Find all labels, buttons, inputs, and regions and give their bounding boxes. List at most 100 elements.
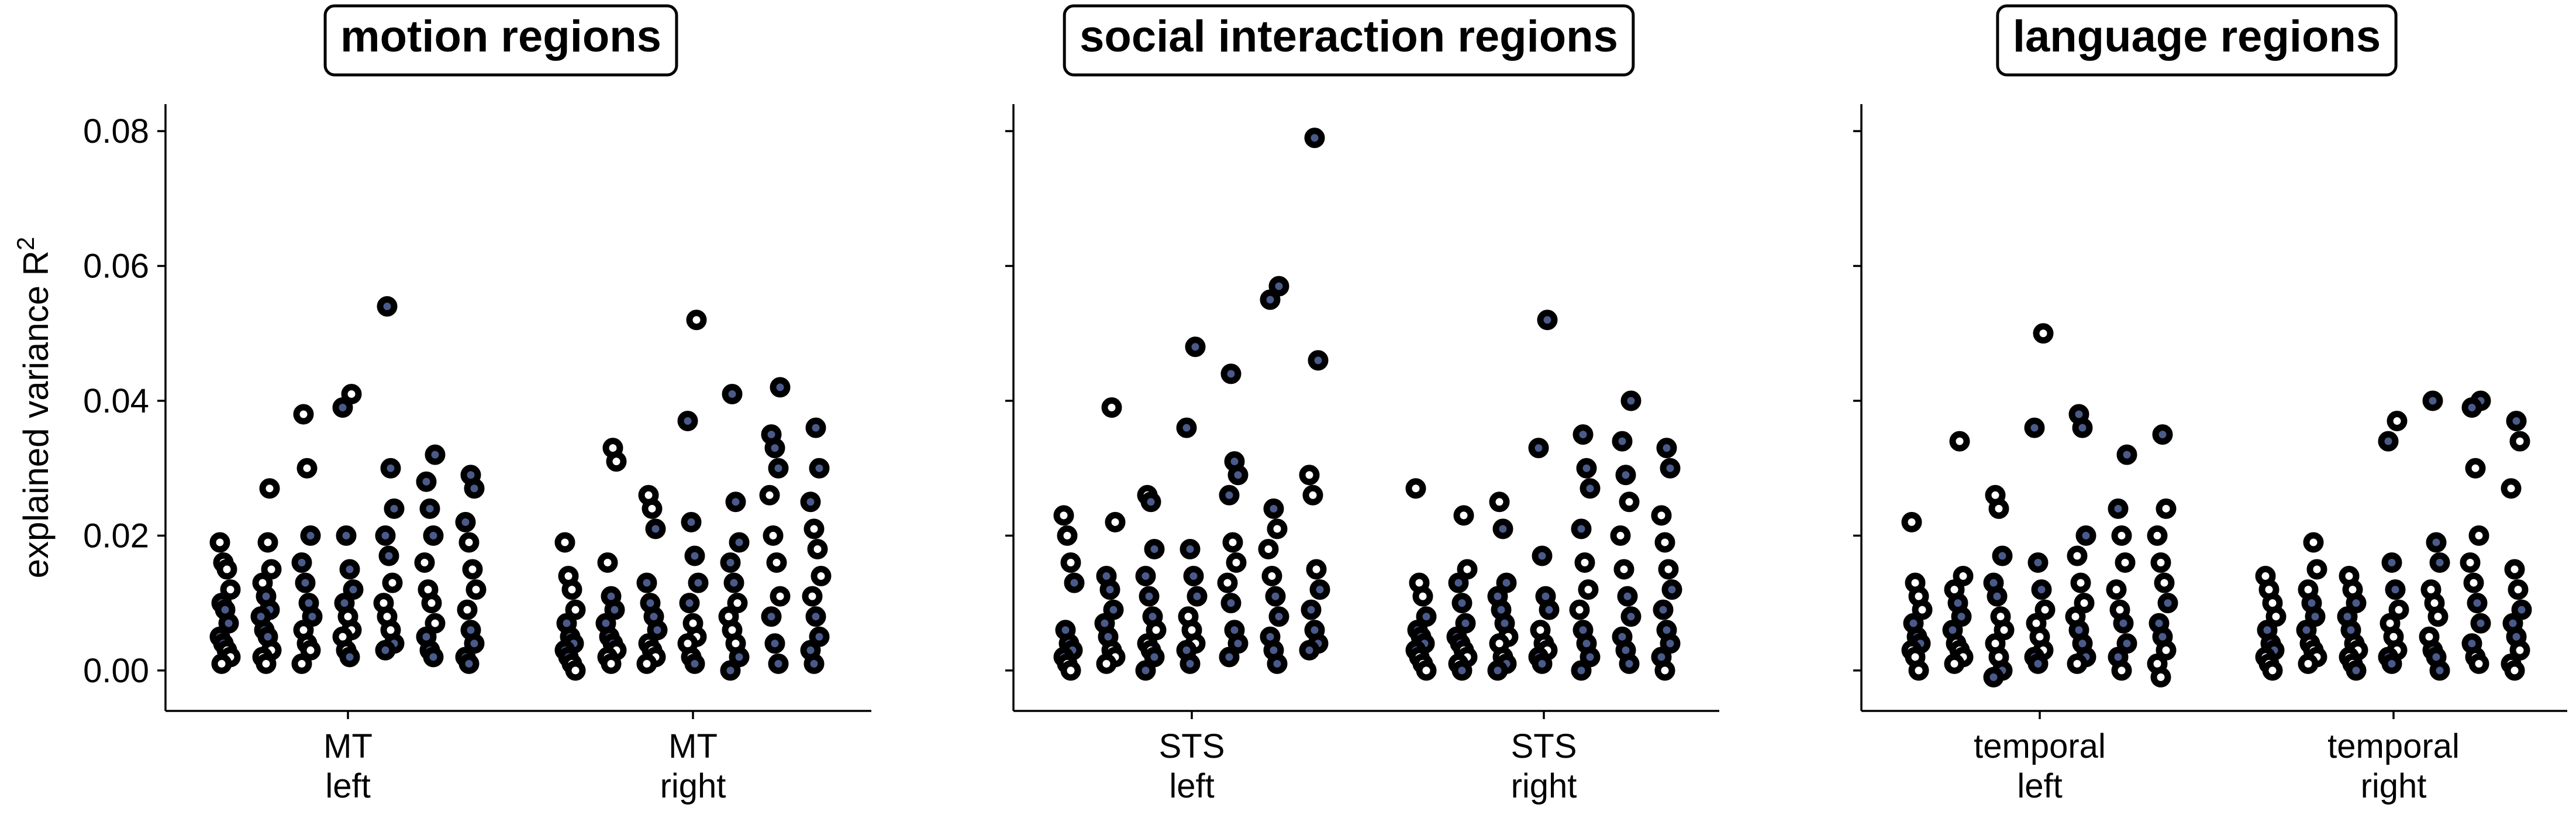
data-point	[1267, 653, 1288, 674]
data-point	[1187, 586, 1208, 607]
data-point	[2150, 666, 2171, 688]
y-tick-label: 0.06	[83, 248, 149, 286]
data-point	[1304, 128, 1325, 149]
data-point	[343, 579, 364, 600]
data-point	[2298, 653, 2319, 674]
data-point	[645, 518, 666, 539]
y-tick-label: 0.00	[83, 652, 149, 690]
data-point	[291, 552, 312, 573]
data-point	[809, 626, 830, 647]
data-point	[2508, 579, 2529, 600]
data-point	[2378, 431, 2399, 452]
y-tick-label: 0.02	[83, 517, 149, 555]
data-point	[1656, 438, 1677, 459]
data-point	[561, 579, 582, 600]
data-point	[1105, 511, 1126, 532]
data-point	[636, 572, 657, 593]
data-point	[1180, 538, 1201, 559]
data-point	[684, 545, 705, 566]
x-tick-label: STS	[1511, 727, 1577, 765]
data-point	[419, 498, 440, 519]
data-point	[1573, 424, 1594, 445]
data-point	[1053, 505, 1074, 526]
data-point	[2429, 660, 2450, 681]
data-point	[1653, 599, 1674, 620]
data-point	[1261, 566, 1282, 587]
chart-title-box	[1996, 4, 2398, 77]
data-point	[296, 458, 318, 479]
data-point	[1619, 653, 1640, 674]
data-point	[423, 647, 444, 668]
data-point	[636, 653, 657, 674]
y-tick-label: 0.08	[83, 112, 149, 150]
data-point	[380, 458, 401, 479]
data-point	[414, 552, 435, 573]
data-point	[565, 660, 586, 681]
data-point	[1496, 572, 1517, 593]
data-point	[2067, 545, 2088, 566]
data-point	[462, 559, 483, 580]
data-point	[2511, 599, 2532, 620]
chart-title: social interaction regions	[1080, 12, 1618, 61]
data-point	[1268, 276, 1289, 297]
data-point	[725, 492, 746, 513]
data-point	[684, 653, 705, 674]
data-point	[802, 586, 823, 607]
data-point	[1146, 620, 1167, 641]
data-point	[1654, 660, 1675, 681]
data-point	[375, 640, 396, 661]
data-point	[2506, 411, 2527, 432]
data-point	[220, 579, 241, 600]
data-point	[2152, 424, 2173, 445]
data-point	[727, 593, 748, 614]
data-point	[1135, 566, 1156, 587]
data-point	[1103, 599, 1124, 620]
data-point	[1615, 465, 1636, 486]
data-point	[2072, 417, 2093, 438]
data-point	[1060, 552, 1081, 573]
data-point	[2031, 579, 2052, 600]
data-point	[720, 660, 741, 681]
data-point	[1660, 458, 1681, 479]
data-point	[2381, 552, 2402, 573]
data-point	[300, 640, 321, 661]
data-point	[2027, 653, 2049, 674]
data-point	[2067, 653, 2088, 674]
data-point	[1226, 552, 1247, 573]
data-point	[1528, 438, 1549, 459]
data-point	[770, 586, 791, 607]
data-point	[2111, 525, 2132, 546]
data-point	[2156, 498, 2177, 519]
x-tick-label: MT	[668, 727, 718, 765]
data-point	[465, 579, 487, 600]
data-point	[261, 559, 282, 580]
data-point	[293, 404, 314, 425]
data-point	[2427, 606, 2449, 627]
data-point	[720, 552, 741, 573]
panel-1: 0.00 0.02 0.04 0.06 0.08 explained variance R…	[12, 4, 871, 805]
data-point	[425, 613, 446, 634]
data-point	[1263, 498, 1284, 519]
data-point	[722, 383, 743, 404]
data-point	[2034, 599, 2056, 620]
data-point	[800, 492, 821, 513]
data-point	[1448, 572, 1469, 593]
data-point	[2033, 323, 2054, 344]
data-point	[1144, 647, 1165, 668]
data-point	[1183, 566, 1204, 587]
data-point	[1654, 532, 1675, 553]
data-point	[1453, 505, 1474, 526]
data-point	[1576, 458, 1597, 479]
data-point	[1265, 586, 1286, 607]
data-point	[1578, 579, 1599, 600]
data-point	[2305, 606, 2326, 627]
data-point	[2501, 478, 2522, 499]
data-point	[423, 525, 444, 546]
data-point	[2468, 525, 2489, 546]
data-point	[2157, 593, 2178, 614]
data-point	[1405, 478, 1426, 499]
data-point	[1612, 431, 1633, 452]
chart-title: language regions	[2013, 12, 2381, 61]
data-point	[1912, 599, 1933, 620]
